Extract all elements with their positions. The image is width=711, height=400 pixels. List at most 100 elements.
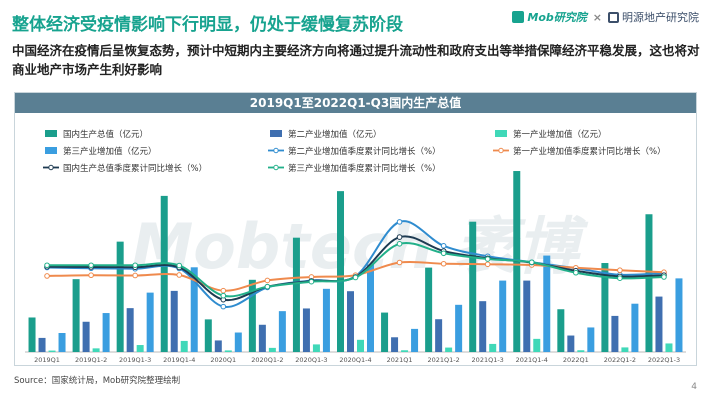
line-point [132,262,138,269]
bar [146,292,154,352]
bar [445,347,453,352]
legend-label: 国内生产总值（亿元） [63,129,148,140]
page-subtitle: 中国经济在疫情后呈恢复态势，预计中短期内主要经济方向将通过提升流动性和政府支出等… [12,43,700,77]
bar [248,279,256,352]
bar [469,221,477,352]
line-point [176,272,183,278]
line-point [617,275,623,282]
legend-swatch [45,130,57,137]
bar [82,321,90,352]
legend-label: 第二产业增加值季度累计同比增长（%） [288,146,441,157]
bar [92,348,100,352]
line-point [440,243,447,249]
logo-separator: × [592,10,602,24]
line-point [484,256,491,262]
mob-logo-text: Mob研究院 [527,11,587,24]
x-tick-label: 2022Q1-2 [604,356,636,364]
mob-logo: Mob研究院 [512,9,587,25]
line-point [396,234,403,240]
bar [557,309,565,352]
line-point [440,260,447,267]
bar [523,280,531,352]
bar [58,333,66,352]
line-point [88,262,94,269]
chart-panel: 2019Q1至2022Q1-Q3国内生产总值 Mobtech 袤博 国内生产总值（… [14,92,697,366]
bar [543,255,551,352]
bar [435,319,443,352]
bar [292,237,300,352]
line-point [44,262,50,269]
bar [577,350,585,352]
x-tick-label: 2020Q1-4 [339,356,371,364]
x-tick-label: 2022Q1-3 [648,356,680,364]
bar [28,317,36,352]
partner-logo-icon [608,11,619,23]
bar [567,335,575,352]
bar [347,291,354,352]
legend-marker [273,147,279,154]
bar [533,338,541,352]
bar [322,288,330,352]
bar [401,350,409,352]
legend-label: 第一产业增加值（亿元） [513,129,607,140]
line-point [396,259,403,266]
x-tick-label: 2019Q1 [34,356,60,364]
legend-swatch [495,130,507,137]
x-tick-label: 2019Q1-4 [163,356,195,364]
bar [204,319,212,352]
bar [411,328,419,352]
line-point [484,261,491,268]
legend-label: 第三产业增加值季度累计同比增长（%） [288,163,441,174]
bar [391,337,399,352]
bar [102,313,110,352]
legend-marker [273,164,279,171]
legend-label: 第一产业增加值季度累计同比增长（%） [513,146,666,157]
bar [425,267,433,352]
bar [675,278,683,352]
bar [180,340,188,352]
x-tick-label: 2021Q1-2 [427,356,459,364]
bar [367,264,374,352]
bar [489,343,497,352]
bar [631,303,639,352]
line-point [220,292,227,299]
bar [587,327,595,352]
line-point [132,272,138,279]
legend-marker [48,164,54,171]
line-point [396,241,403,247]
bar [665,343,673,352]
x-tick-label: 2020Q1-2 [251,356,283,364]
x-tick-label: 2020Q1-3 [295,356,327,364]
bar [621,347,629,352]
legend-label: 国内生产总值季度累计同比增长（%） [63,163,207,174]
mob-logo-icon [512,11,525,23]
line-point [264,283,271,290]
bar [214,340,222,352]
x-tick-label: 2021Q1-4 [516,356,548,364]
line-point [440,250,447,257]
bar [48,350,56,352]
line-point [88,272,94,279]
legend-swatch [270,130,282,137]
bar [655,296,663,352]
bar [357,339,364,352]
x-tick-label: 2019Q1-3 [119,356,151,364]
x-tick-label: 2019Q1-2 [75,356,107,364]
legend-label: 第三产业增加值（亿元） [63,146,157,157]
bar [455,304,463,352]
bar [312,344,320,352]
bar [258,324,266,352]
bar [499,280,507,352]
legend-label: 第二产业增加值（亿元） [288,129,382,140]
line-point [44,273,50,279]
logo-group: Mob研究院 × 明源地产研究院 [512,9,699,25]
legend-marker [498,147,504,154]
bar [268,347,276,352]
bar [170,290,178,352]
line-point [617,267,623,274]
line-point [220,287,227,294]
x-tick-label: 2021Q1-3 [472,356,504,364]
line-point [396,219,403,225]
bar [337,191,344,352]
